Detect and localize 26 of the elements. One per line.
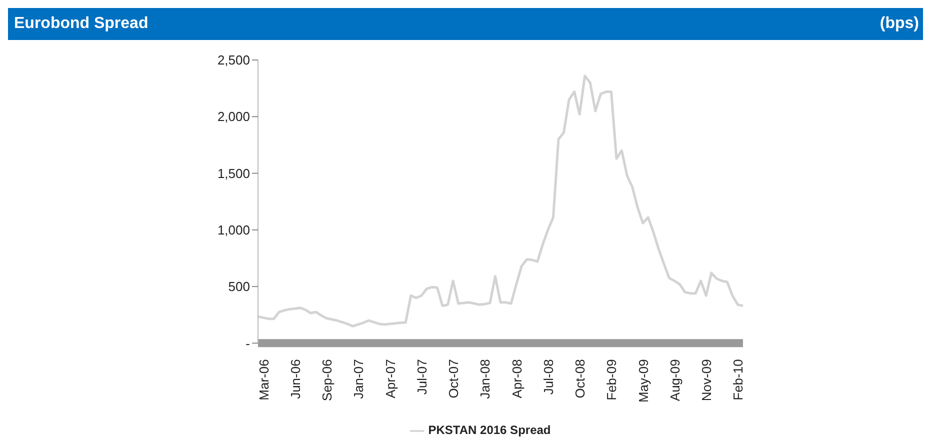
x-tick-label: Apr-07 (382, 359, 398, 398)
y-tick-label: 2,500 (217, 52, 250, 68)
y-tick-label: - (246, 336, 250, 351)
text: (bps) (880, 15, 919, 33)
x-tick-label: Jul-07 (414, 359, 430, 395)
x-tick-label: Mar-06 (256, 359, 272, 400)
legend-label: PKSTAN 2016 Spread (428, 423, 551, 438)
y-tick-label: 500 (228, 279, 250, 294)
x-tick-label: Jan-07 (351, 359, 366, 399)
x-tick-label: Apr-08 (509, 359, 524, 398)
x-tick-label: Oct-07 (446, 359, 462, 398)
x-tick-label: Feb-09 (604, 359, 620, 400)
y-tick-label: 1,000 (217, 222, 250, 238)
x-tick-label: Feb-10 (730, 359, 746, 400)
x-tick-label: Jan-08 (478, 359, 493, 399)
y-tick-label: 1,500 (217, 166, 250, 181)
x-tick-label: Oct-08 (572, 359, 588, 398)
x-tick-label: Aug-09 (667, 359, 682, 402)
x-tick-label: Jun-06 (288, 359, 303, 399)
y-tick-label: 2,000 (217, 109, 250, 124)
text: Eurobond Spread (14, 15, 148, 33)
x-tick-label: May-09 (636, 359, 651, 403)
x-tick-label: Jul-08 (540, 359, 556, 395)
x-tick-label: Sep-06 (320, 359, 335, 402)
line-series (256, 74, 744, 328)
x-tick-label: Nov-09 (699, 359, 714, 402)
